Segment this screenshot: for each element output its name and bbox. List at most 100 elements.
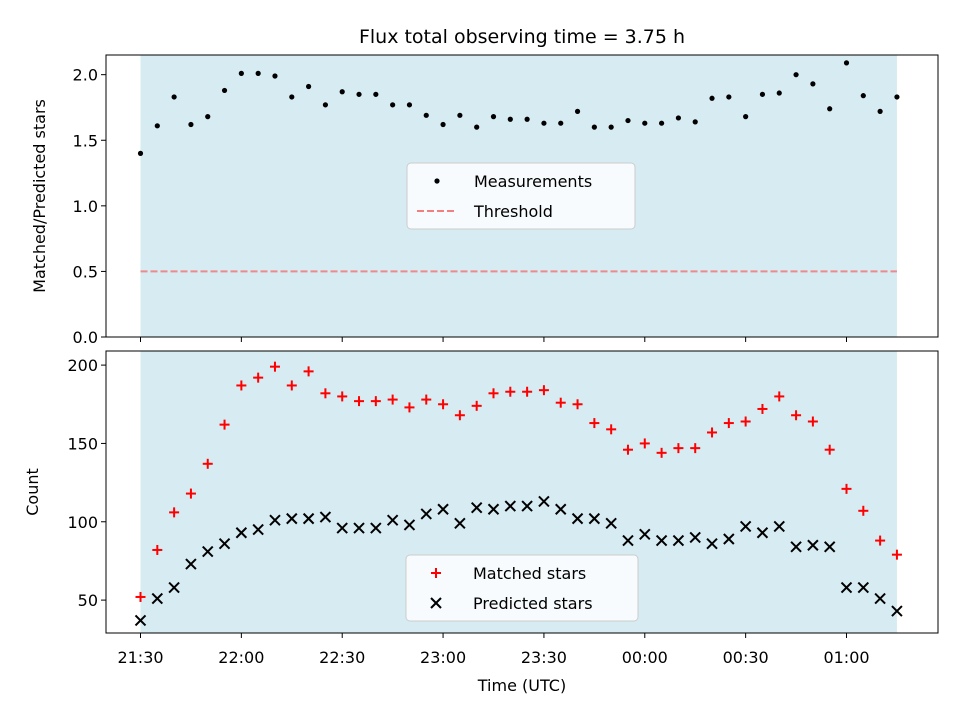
legend-predicted-marker: [430, 597, 442, 609]
legend-matched-marker: [431, 568, 441, 578]
measurement-point: [524, 116, 530, 122]
predicted-star-point: [202, 545, 214, 558]
legend-threshold-label: Threshold: [473, 202, 553, 221]
ratio-legend: Measurements Threshold: [406, 162, 636, 230]
matched-star-point: [505, 386, 516, 397]
measurement-point: [743, 114, 749, 120]
x-axis-title: Time (UTC): [477, 676, 566, 695]
matched-star-point: [152, 544, 163, 555]
predicted-star-point: [336, 522, 348, 534]
predicted-star-point: [538, 495, 550, 508]
matched-star-point: [471, 400, 482, 411]
predicted-star-point: [874, 592, 886, 605]
predicted-star-point: [857, 581, 870, 594]
predicted-star-point: [655, 534, 668, 547]
matched-star-point: [404, 402, 415, 413]
predicted-star-point: [689, 531, 701, 544]
measurement-point: [759, 91, 766, 97]
predicted-star-point: [286, 512, 298, 525]
matched-star-point: [337, 391, 348, 402]
measurement-point: [272, 73, 278, 79]
matched-star-point: [387, 394, 398, 405]
matched-star-point: [589, 418, 600, 429]
ratio-legend-box: [406, 162, 636, 230]
matched-star-point: [438, 399, 449, 410]
matched-star-point: [572, 399, 583, 410]
matched-star-point: [791, 410, 802, 421]
count-legend: Matched stars Predicted stars: [405, 554, 639, 622]
measurement-point: [188, 121, 194, 128]
count-x-tick-label: 23:30: [521, 648, 567, 667]
measurement-point: [339, 89, 345, 95]
matched-star-point: [538, 385, 549, 396]
predicted-star-point: [823, 541, 836, 553]
measurement-point: [490, 114, 497, 120]
matched-star-point: [219, 419, 230, 430]
measurement-point: [608, 124, 614, 130]
predicted-star-point: [588, 512, 601, 525]
measurement-point: [692, 119, 698, 125]
measurement-point: [675, 115, 682, 121]
predicted-star-point: [134, 614, 147, 627]
ratio-y-tick-label: 1.0: [73, 197, 98, 216]
predicted-star-point: [437, 503, 449, 515]
matched-star-point: [622, 444, 633, 455]
measurement-point: [205, 114, 211, 120]
count-x-tick-label: 23:00: [420, 648, 466, 667]
matched-star-point: [774, 391, 785, 402]
count-x-tick-label: 00:30: [723, 648, 769, 667]
matched-star-point: [891, 549, 902, 560]
measurement-point: [373, 91, 379, 97]
matched-star-point: [135, 591, 146, 602]
matched-star-point: [841, 483, 852, 494]
matched-star-point: [236, 380, 247, 391]
predicted-star-point: [790, 541, 802, 553]
legend-matched-label: Matched stars: [473, 564, 586, 583]
measurement-point: [574, 108, 581, 114]
measurement-point: [474, 124, 480, 130]
count-x-tick-label: 21:30: [117, 648, 163, 667]
measurement-point: [810, 81, 816, 87]
predicted-star-point: [168, 581, 180, 594]
measurement-point: [154, 123, 160, 129]
matched-star-point: [169, 507, 180, 518]
measurement-point: [658, 120, 665, 126]
matched-star-point: [303, 366, 314, 377]
predicted-star-point: [891, 605, 903, 617]
measurement-point: [457, 112, 463, 118]
predicted-star-point: [555, 503, 567, 515]
predicted-star-point: [420, 508, 432, 520]
matched-star-point: [673, 443, 684, 454]
matched-star-point: [488, 388, 499, 399]
matched-star-point: [824, 444, 835, 455]
predicted-star-point: [571, 512, 584, 525]
count-panel: 50 100 150 200 21:30 22:00 22:30 23:00 23:30 00:…: [23, 350, 939, 695]
predicted-star-point: [756, 527, 769, 539]
predicted-star-point: [605, 517, 617, 530]
matched-star-point: [656, 447, 667, 458]
predicted-star-point: [521, 500, 533, 512]
measurement-point: [305, 83, 312, 90]
matched-star-point: [707, 427, 718, 438]
predicted-star-point: [470, 501, 483, 514]
measurement-point: [591, 124, 597, 130]
legend-predicted-label: Predicted stars: [473, 594, 593, 613]
measurement-point: [255, 70, 261, 76]
predicted-star-point: [672, 534, 685, 547]
count-y-axis-title: Count: [23, 468, 42, 516]
count-y-tick-label: 100: [67, 513, 98, 532]
measurement-point: [406, 102, 413, 108]
predicted-star-point: [252, 523, 264, 536]
measurement-point: [877, 108, 883, 114]
predicted-star-point: [622, 534, 634, 547]
predicted-star-point: [706, 537, 718, 550]
predicted-star-point: [218, 537, 231, 550]
legend-measurements-label: Measurements: [474, 172, 592, 191]
measurement-point: [221, 87, 228, 94]
measurement-point: [642, 120, 648, 126]
measurement-point: [171, 94, 177, 100]
predicted-star-point: [185, 558, 197, 570]
predicted-star-point: [487, 503, 500, 515]
measurement-point: [793, 72, 799, 78]
predicted-star-point: [739, 520, 752, 533]
